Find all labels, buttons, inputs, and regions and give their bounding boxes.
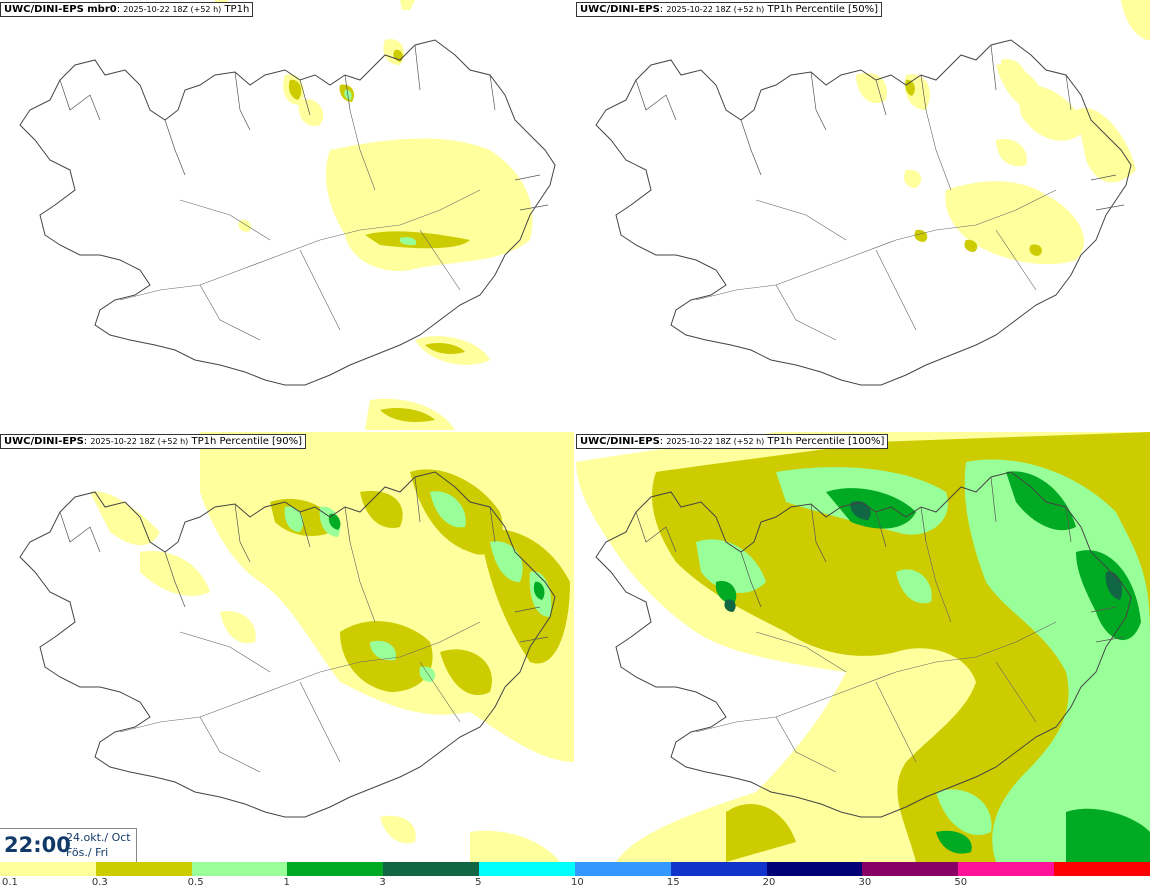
legend-swatch	[191, 862, 288, 876]
panel-divider	[0, 430, 1150, 432]
map-panel-p100: UWC/DINI-EPS: 2025-10-22 18Z (+52 h) TP1…	[576, 432, 1150, 862]
panel-title: UWC/DINI-EPS mbr0: 2025-10-22 18Z (+52 h…	[0, 2, 254, 17]
legend-label: 3	[379, 877, 386, 888]
panel-title: UWC/DINI-EPS: 2025-10-22 18Z (+52 h) TP1…	[0, 434, 307, 449]
valid-date: 24.okt./ Oct	[66, 831, 131, 844]
legend-swatch	[670, 862, 767, 876]
map-panel-p50: UWC/DINI-EPS: 2025-10-22 18Z (+52 h) TP1…	[576, 0, 1150, 430]
legend-label: 15	[666, 877, 680, 888]
valid-time-box: 22:00 24.okt./ Oct Fös./ Fri	[0, 828, 137, 863]
legend-label: 30	[858, 877, 872, 888]
legend-label: 5	[475, 877, 482, 888]
legend-label: 50	[954, 877, 968, 888]
legend-swatch	[958, 862, 1055, 876]
legend-swatch	[1054, 862, 1150, 876]
legend-label: 0.3	[91, 877, 108, 888]
panel-title: UWC/DINI-EPS: 2025-10-22 18Z (+52 h) TP1…	[576, 2, 883, 17]
legend-label: 0.1	[2, 877, 18, 888]
legend-swatch	[287, 862, 384, 876]
legend-colorbar	[0, 862, 1150, 876]
valid-time: 22:00	[4, 833, 71, 857]
legend-swatch	[0, 862, 96, 876]
legend-label: 10	[571, 877, 584, 888]
legend-label: 20	[762, 877, 776, 888]
legend-swatch	[479, 862, 575, 876]
precip-map-member0	[19, 0, 556, 430]
legend-swatch	[766, 862, 863, 876]
legend-swatch	[862, 862, 959, 876]
legend-label: 0.5	[187, 877, 204, 888]
valid-weekday: Fös./ Fri	[66, 846, 109, 859]
color-legend: 0.1 0.3 0.5 1 3 5 10 15 20 30 50	[0, 862, 1150, 891]
precip-map-p50	[595, 0, 1150, 386]
map-panel-member0: UWC/DINI-EPS mbr0: 2025-10-22 18Z (+52 h…	[0, 0, 574, 430]
panel-title: UWC/DINI-EPS: 2025-10-22 18Z (+52 h) TP1…	[576, 434, 889, 449]
legend-swatch	[574, 862, 671, 876]
map-panel-p90: UWC/DINI-EPS: 2025-10-22 18Z (+52 h) TP1…	[0, 432, 574, 862]
legend-swatch	[383, 862, 480, 876]
precip-map-p100	[576, 432, 1150, 862]
legend-swatch	[95, 862, 192, 876]
precip-map-p90	[19, 432, 574, 862]
legend-label: 1	[283, 877, 290, 888]
